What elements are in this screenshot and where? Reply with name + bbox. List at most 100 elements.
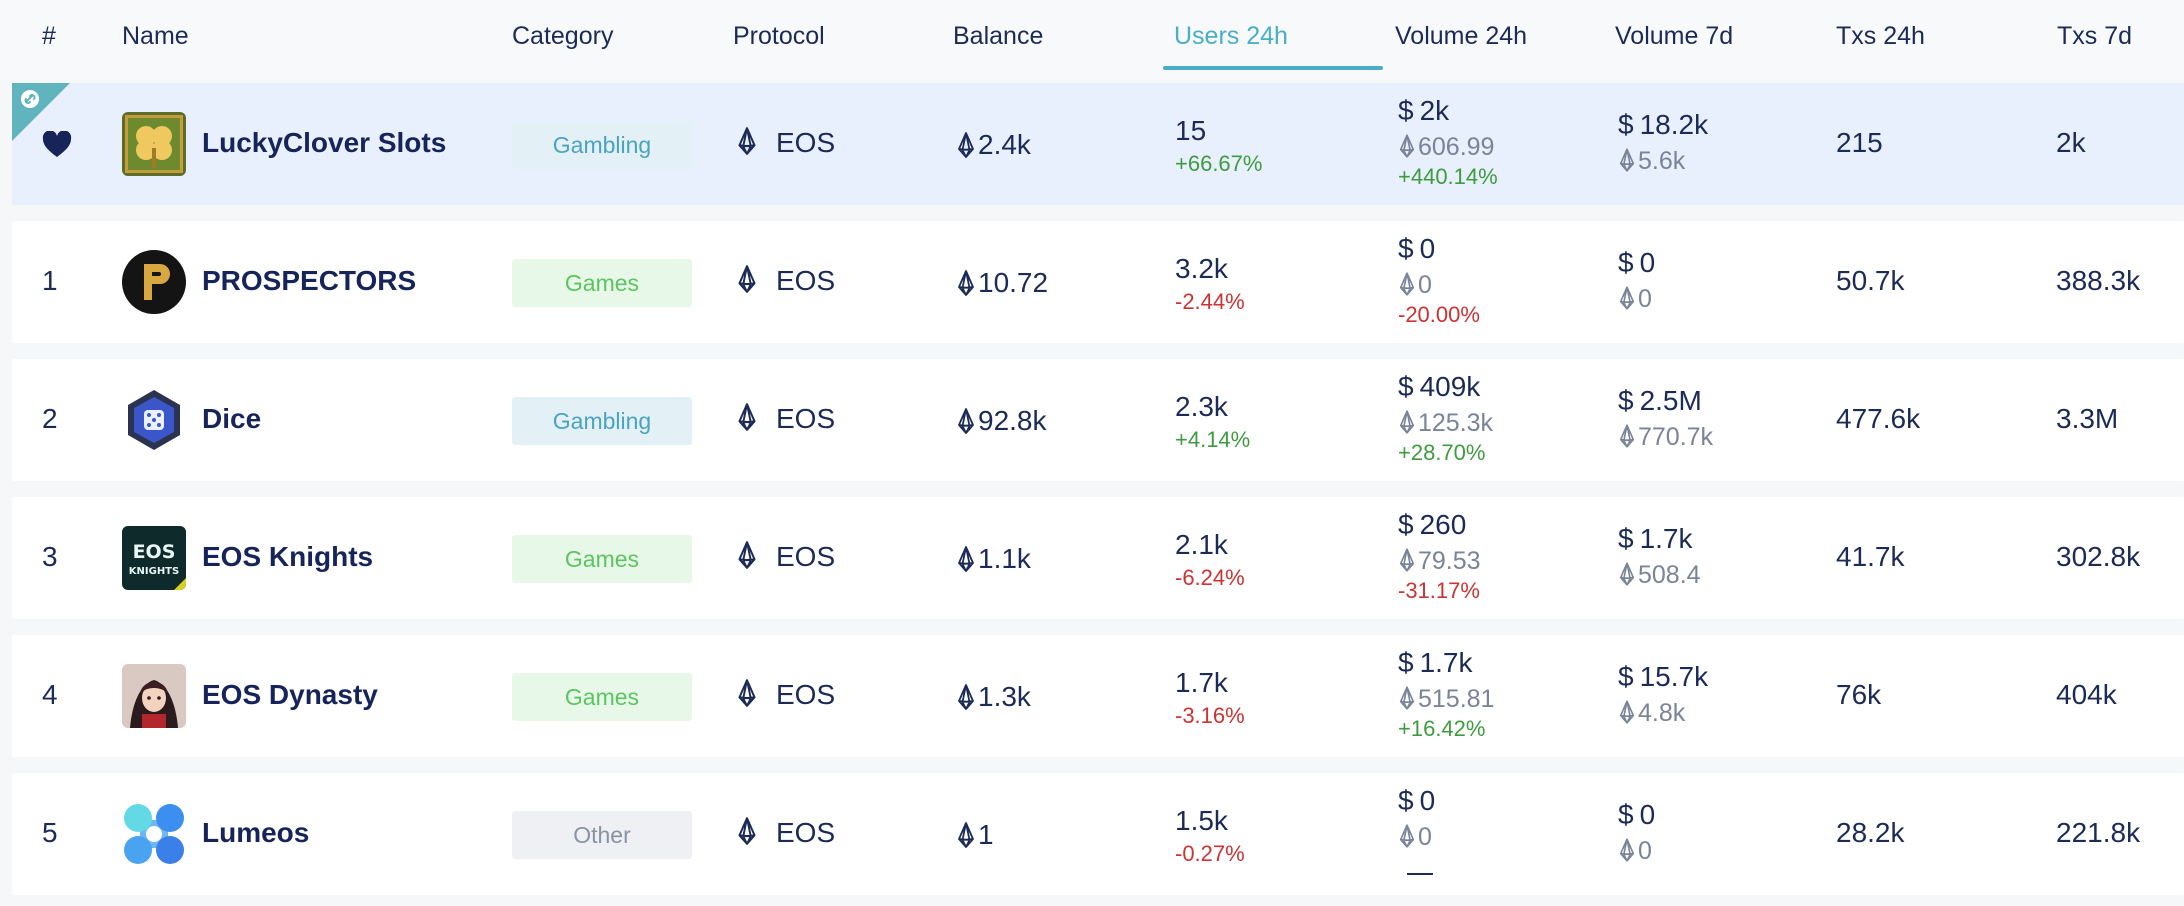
table-row[interactable]: 4 EOS Dynasty Games EOS 1.3k 1.7k -3.16% $1.7k 5…	[12, 635, 2184, 757]
category-badge[interactable]: Games	[512, 673, 692, 721]
txs-24h-value: 28.2k	[1836, 817, 1905, 848]
table-row[interactable]: 3 EOS KNIGHTS EOS Knights Games EOS 1.1k 2.1k -6…	[12, 497, 2184, 619]
volume-24h-cell: $0 0	[1398, 785, 1435, 852]
volume-24h-eos: 0	[1418, 271, 1432, 299]
txs-24h-value: 215	[1836, 127, 1883, 158]
eos-icon	[1398, 410, 1416, 434]
protocol-label: EOS	[776, 541, 836, 572]
users-24h-cell: 3.2k -2.44%	[1175, 253, 1245, 315]
eos-icon	[1618, 700, 1636, 724]
volume-24h-change: -20.00%	[1398, 302, 1480, 327]
dapp-logo[interactable]	[122, 664, 186, 728]
users-24h-change: -6.24%	[1175, 565, 1245, 590]
table-row[interactable]: 1 PROSPECTORS Games EOS 10.72 3.2k -2.44% $0 0 -2…	[12, 221, 2184, 343]
volume-7d-eos: 770.7k	[1638, 423, 1714, 451]
table-row[interactable]: 2 Dice Gambling EOS 92.8k 2.3k +4.14% $409k 125.…	[12, 359, 2184, 481]
volume-7d-eos: 0	[1638, 837, 1652, 865]
category-badge[interactable]: Games	[512, 535, 692, 583]
balance-value: 1.1k	[978, 543, 1031, 574]
column-header-txs-24h[interactable]: Txs 24h	[1836, 22, 1925, 50]
dapp-name[interactable]: LuckyClover Slots	[202, 127, 447, 158]
eos-icon	[956, 546, 976, 572]
users-24h-change: +66.67%	[1175, 151, 1263, 176]
table-row[interactable]: LuckyClover Slots Gambling EOS 2.4k 15 +66.67…	[12, 83, 2184, 205]
volume-24h-eos-line: 79.53	[1398, 547, 1481, 576]
txs-7d-value: 302.8k	[2056, 541, 2141, 572]
column-header-rank: #	[42, 22, 56, 50]
column-header-protocol[interactable]: Protocol	[733, 22, 825, 50]
volume-7d-eos-line: 0	[1618, 285, 1655, 314]
dapp-logo[interactable]	[122, 388, 186, 452]
column-header-txs-7d[interactable]: Txs 7d	[2057, 22, 2133, 50]
balance-value: 1.3k	[978, 681, 1031, 712]
volume-7d-usd: 15.7k	[1639, 661, 1709, 692]
column-header-category[interactable]: Category	[512, 22, 614, 50]
eos-icon	[736, 817, 758, 845]
balance-cell: 1.3k	[956, 681, 1031, 713]
volume-7d-cell: $18.2k 5.6k	[1618, 109, 1708, 176]
column-header-volume-7d[interactable]: Volume 7d	[1615, 22, 1734, 50]
dapp-name[interactable]: EOS Knights	[202, 541, 374, 572]
category-badge[interactable]: Gambling	[512, 121, 692, 169]
dapp-logo[interactable]	[122, 250, 186, 314]
txs-7d-value: 2k	[2056, 127, 2086, 158]
users-24h-value: 2.1k	[1175, 529, 1228, 560]
dapp-logo[interactable]	[122, 802, 186, 866]
column-header-name[interactable]: Name	[122, 22, 189, 50]
link-icon	[21, 90, 39, 108]
dapp-name[interactable]: Dice	[202, 403, 262, 434]
volume-24h-eos: 79.53	[1418, 547, 1481, 575]
dollar-sign: $	[1398, 785, 1414, 816]
dollar-sign: $	[1618, 661, 1634, 692]
users-24h-cell: 15 +66.67%	[1175, 115, 1262, 177]
eos-icon	[1618, 424, 1636, 448]
table-row[interactable]: 5 Lumeos Other EOS 1 1.5k -0.27% $0 0 $0 0 28.2k 221…	[12, 773, 2184, 895]
volume-24h-change: +28.70%	[1398, 440, 1486, 465]
volume-7d-cell: $0 0	[1618, 247, 1655, 314]
balance-cell: 1	[956, 819, 994, 851]
eos-icon	[1398, 272, 1416, 296]
dapp-name[interactable]: PROSPECTORS	[202, 265, 417, 296]
eos-icon	[1618, 562, 1636, 586]
column-header-balance[interactable]: Balance	[953, 22, 1044, 50]
category-badge[interactable]: Games	[512, 259, 692, 307]
volume-7d-eos-line: 0	[1618, 837, 1655, 866]
dapp-name[interactable]: EOS Dynasty	[202, 679, 378, 710]
category-badge[interactable]: Other	[512, 811, 692, 859]
eos-icon	[736, 265, 758, 293]
volume-24h-cell: $1.7k 515.81 +16.42%	[1398, 647, 1494, 742]
volume-24h-eos-line: 125.3k	[1398, 409, 1493, 438]
column-header-volume-24h[interactable]: Volume 24h	[1395, 22, 1528, 50]
users-24h-cell: 2.1k -6.24%	[1175, 529, 1245, 591]
logo-text: EOS	[133, 541, 176, 563]
volume-24h-eos: 606.99	[1418, 133, 1495, 161]
category-badge[interactable]: Gambling	[512, 397, 692, 445]
balance-cell: 2.4k	[956, 129, 1031, 161]
volume-24h-usd: 1.7k	[1419, 647, 1473, 678]
balance-cell: 92.8k	[956, 405, 1047, 437]
heart-icon[interactable]	[42, 131, 72, 159]
protocol-cell: EOS	[736, 679, 835, 711]
dollar-sign: $	[1618, 385, 1634, 416]
eos-icon	[1398, 548, 1416, 572]
dapp-name[interactable]: Lumeos	[202, 817, 310, 848]
volume-24h-eos-line: 0	[1398, 271, 1480, 300]
volume-7d-eos: 0	[1638, 285, 1652, 313]
dapp-logo[interactable]	[122, 112, 186, 176]
volume-24h-cell: $260 79.53 -31.17%	[1398, 509, 1481, 604]
dollar-sign: $	[1398, 647, 1414, 678]
volume-7d-cell: $2.5M 770.7k	[1618, 385, 1713, 452]
dollar-sign: $	[1398, 509, 1414, 540]
volume-24h-change: -31.17%	[1398, 578, 1480, 603]
eos-icon	[956, 408, 976, 434]
column-header-users-24h[interactable]: Users 24h	[1174, 22, 1288, 50]
txs-7d-value: 404k	[2056, 679, 2117, 710]
volume-7d-eos: 508.4	[1638, 561, 1701, 589]
volume-24h-eos-line: 515.81	[1398, 685, 1494, 714]
txs-24h-value: 76k	[1836, 679, 1882, 710]
dapp-logo[interactable]: EOS KNIGHTS	[122, 526, 186, 590]
volume-24h-eos: 0	[1418, 823, 1432, 851]
balance-cell: 10.72	[956, 267, 1048, 299]
balance-value: 92.8k	[978, 405, 1047, 436]
eos-icon	[1398, 686, 1416, 710]
